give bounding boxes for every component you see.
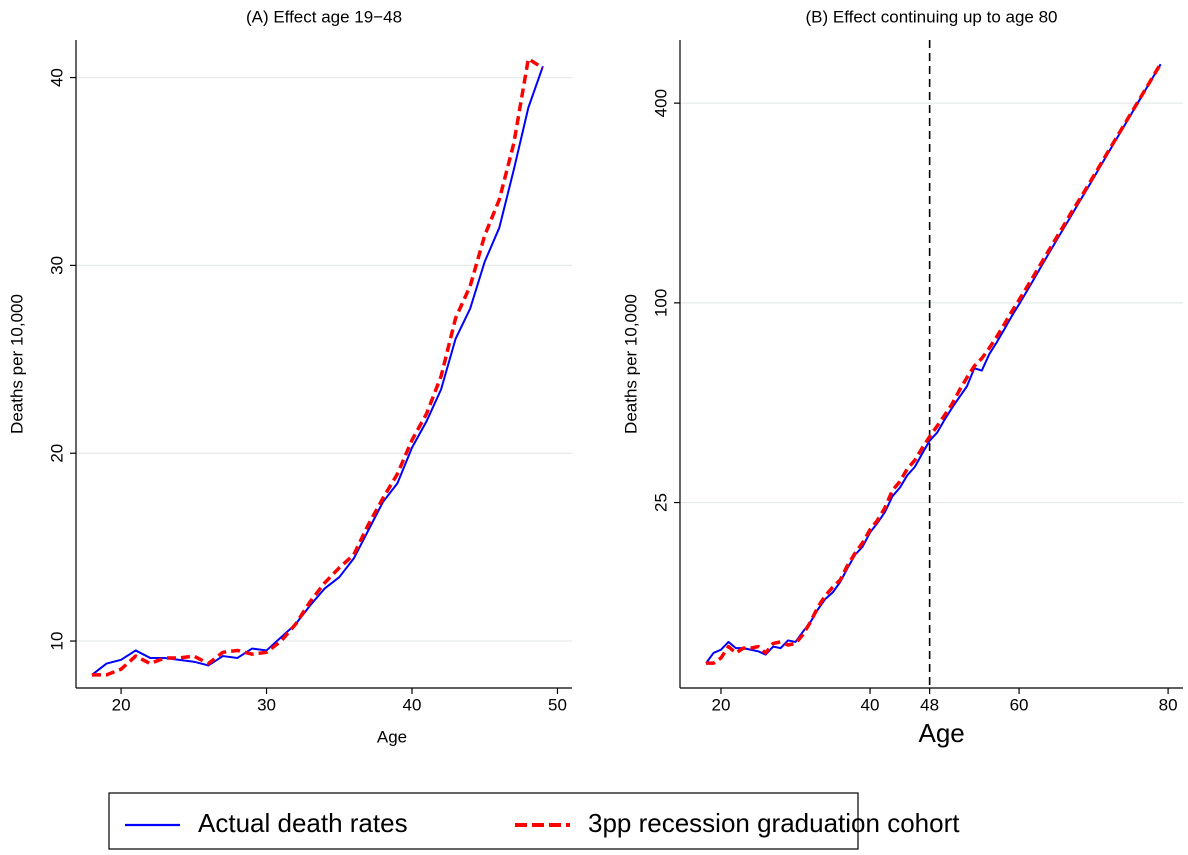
series-line: [706, 62, 1163, 665]
y-tick-label: 10: [47, 632, 66, 651]
series-line: [705, 63, 1162, 664]
x-tick-label: 48: [920, 695, 939, 714]
series-line: [92, 57, 544, 677]
y-tick-label: 20: [47, 444, 66, 463]
y-tick-label: 40: [47, 68, 66, 87]
x-tick-label: 60: [1010, 695, 1029, 714]
x-tick-label: 20: [112, 695, 131, 714]
chart-title: (B) Effect continuing up to age 80: [805, 7, 1057, 26]
y-tick-label: 30: [47, 256, 66, 275]
series-line: [91, 65, 544, 676]
x-tick-label: 80: [1159, 695, 1178, 714]
x-tick-label: 40: [861, 695, 880, 714]
x-tick-label: 20: [712, 695, 731, 714]
x-tick-label: 50: [548, 695, 567, 714]
y-tick-label: 400: [651, 89, 670, 117]
x-axis-label: Age: [377, 727, 407, 746]
x-axis-label: Age: [919, 718, 965, 748]
x-tick-label: 40: [403, 695, 422, 714]
legend-label: 3pp recession graduation cohort: [588, 808, 960, 838]
legend-label: Actual death rates: [198, 808, 408, 838]
legend-box: [108, 792, 859, 850]
y-axis-label: Deaths per 10,000: [7, 294, 26, 434]
y-tick-label: 25: [651, 493, 670, 512]
y-axis-label: Deaths per 10,000: [621, 294, 640, 434]
x-tick-label: 30: [257, 695, 276, 714]
chart-title: (A) Effect age 19−48: [246, 7, 402, 26]
y-tick-label: 100: [651, 289, 670, 317]
